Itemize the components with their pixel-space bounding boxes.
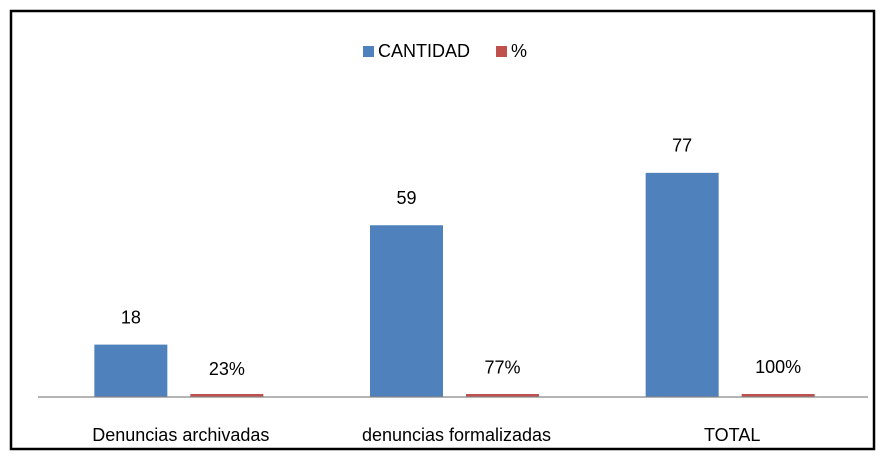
- x-tick-label: TOTAL: [704, 425, 760, 445]
- x-tick-label: denuncias formalizadas: [362, 425, 551, 445]
- data-label: 77: [672, 136, 692, 156]
- bar: [370, 225, 443, 397]
- x-tick-label: Denuncias archivadas: [92, 425, 269, 445]
- legend-label: %: [511, 41, 527, 61]
- data-label: 59: [396, 188, 416, 208]
- data-label: 77%: [484, 358, 520, 378]
- legend-swatch: [363, 46, 374, 57]
- bar: [190, 394, 264, 397]
- bar: [741, 394, 815, 397]
- legend-label: CANTIDAD: [378, 41, 470, 61]
- bar: [645, 172, 719, 397]
- bar: [94, 344, 168, 397]
- data-label: 23%: [209, 359, 245, 379]
- bar: [466, 394, 539, 397]
- legend-swatch: [496, 46, 508, 57]
- data-label: 100%: [755, 357, 801, 377]
- data-label: 18: [121, 307, 141, 327]
